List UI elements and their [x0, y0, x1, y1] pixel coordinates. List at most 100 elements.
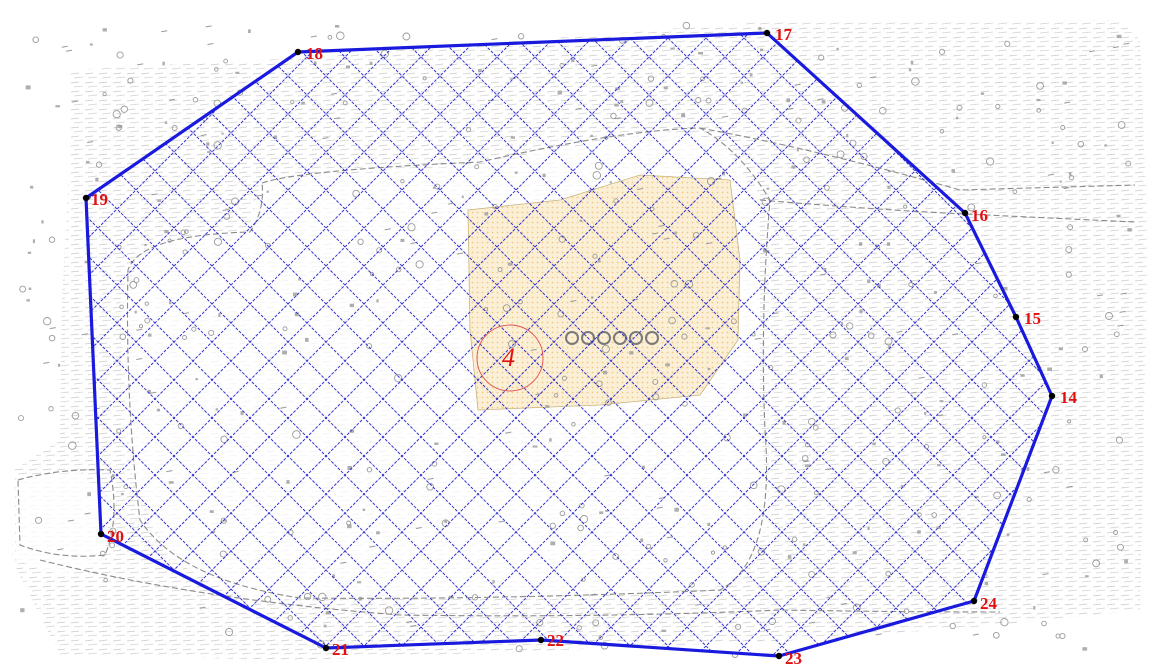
- terrain-symbol: [803, 156, 810, 163]
- terrain-symbol: [604, 474, 611, 477]
- terrain-symbol: [303, 592, 312, 601]
- terrain-symbol: [749, 73, 753, 77]
- terrain-symbol: [1082, 346, 1088, 353]
- building-layer: [467, 174, 741, 411]
- terrain-symbol: [841, 322, 844, 325]
- terrain-symbol: [801, 455, 809, 462]
- terrain-symbol: [402, 32, 411, 41]
- terrain-symbol: [768, 364, 774, 371]
- terrain-symbol: [561, 375, 567, 381]
- terrain-symbol: [427, 477, 434, 480]
- terrain-symbol: [209, 510, 214, 513]
- terrain-symbol: [43, 361, 50, 364]
- terrain-symbol: [879, 106, 887, 115]
- terrain-symbol: [570, 300, 577, 302]
- terrain-symbol: [707, 522, 711, 526]
- terrain-symbol: [116, 51, 124, 59]
- terrain-symbol: [571, 59, 575, 63]
- terrain-symbol: [294, 312, 300, 317]
- vertex-point: [322, 644, 330, 652]
- terrain-symbol: [357, 238, 364, 245]
- terrain-symbol: [213, 141, 222, 150]
- terrain-symbol: [661, 629, 666, 632]
- terrain-symbol: [144, 317, 151, 324]
- terrain-symbol: [605, 509, 608, 512]
- terrain-symbol: [872, 442, 876, 446]
- terrain-symbol: [589, 593, 596, 596]
- terrain-symbol: [376, 531, 380, 535]
- hatch-line: [86, 33, 571, 656]
- terrain-symbol: [325, 611, 331, 615]
- terrain-symbol: [121, 492, 124, 496]
- terrain-symbol: [888, 170, 895, 173]
- terrain-symbol: [223, 58, 228, 64]
- vertex-21: 21: [322, 640, 349, 659]
- terrain-symbol: [407, 223, 416, 232]
- terrain-symbol: [1116, 34, 1122, 39]
- terrain-symbol: [1059, 180, 1062, 183]
- terrain-symbol: [670, 280, 679, 288]
- terrain-symbol: [335, 25, 340, 28]
- terrain-symbol: [972, 633, 979, 636]
- terrain-symbol: [352, 189, 360, 198]
- terrain-symbol: [336, 31, 345, 41]
- terrain-symbol: [119, 304, 124, 310]
- terrain-symbol: [1048, 173, 1055, 176]
- terrain-symbol: [666, 536, 673, 539]
- terrain-symbol: [665, 363, 670, 367]
- hatch-line: [271, 33, 973, 656]
- terrain-symbol: [410, 242, 417, 244]
- terrain-symbol: [48, 406, 54, 412]
- terrain-symbol: [84, 512, 91, 515]
- terrain-symbol: [166, 470, 173, 473]
- hatch-line: [287, 33, 989, 656]
- terrain-symbol: [99, 550, 106, 557]
- terrain-symbol: [599, 511, 604, 515]
- terrain-symbol: [1047, 367, 1052, 371]
- terrain-symbol: [28, 287, 32, 290]
- terrain-symbol: [1112, 46, 1119, 49]
- terrain-symbol: [384, 228, 391, 231]
- terrain-symbol: [509, 77, 516, 80]
- terrain-symbol: [730, 318, 737, 325]
- terrain-symbol: [592, 619, 600, 627]
- terrain-symbol: [614, 103, 619, 107]
- terrain-symbol: [134, 310, 137, 314]
- terrain-symbol: [505, 431, 512, 434]
- hatch-line: [727, 33, 1052, 656]
- terrain-symbol: [698, 51, 704, 55]
- terrain-symbol: [1119, 310, 1126, 313]
- terrain-symbol: [908, 282, 914, 288]
- terrain-symbol: [1067, 224, 1074, 231]
- terrain-symbol: [444, 520, 447, 523]
- terrain-symbol: [322, 137, 329, 140]
- terrain-symbol: [235, 71, 240, 74]
- terrain-symbol: [345, 65, 350, 69]
- vertex-point: [775, 652, 783, 660]
- terrain-symbol: [183, 229, 189, 234]
- terrain-symbol: [35, 516, 43, 524]
- terrain-symbol: [221, 132, 224, 135]
- terrain-symbol: [177, 422, 184, 429]
- terrain-symbol: [849, 139, 857, 147]
- terrain-symbol: [760, 48, 764, 52]
- terrain-symbol: [844, 357, 849, 360]
- terrain-symbol: [103, 577, 108, 583]
- terrain-symbol: [791, 165, 796, 169]
- terrain-symbol: [349, 303, 355, 307]
- terrain-symbol: [652, 393, 660, 401]
- terrain-symbol: [1116, 214, 1121, 218]
- terrain-symbol: [61, 45, 68, 48]
- terrain-symbol: [282, 350, 287, 355]
- hatch-line: [86, 33, 457, 656]
- terrain-symbol: [705, 97, 712, 104]
- terrain-symbol: [722, 545, 728, 550]
- terrain-symbol: [859, 309, 863, 314]
- terrain-symbol: [553, 393, 559, 398]
- terrain-symbol: [772, 312, 779, 315]
- vertex-layer: 14 15 16 17 18 19 20 21 22 23 24: [82, 25, 1078, 668]
- terrain-symbol: [369, 61, 373, 65]
- hatch-line: [591, 33, 1052, 656]
- hatch-line: [233, 33, 935, 656]
